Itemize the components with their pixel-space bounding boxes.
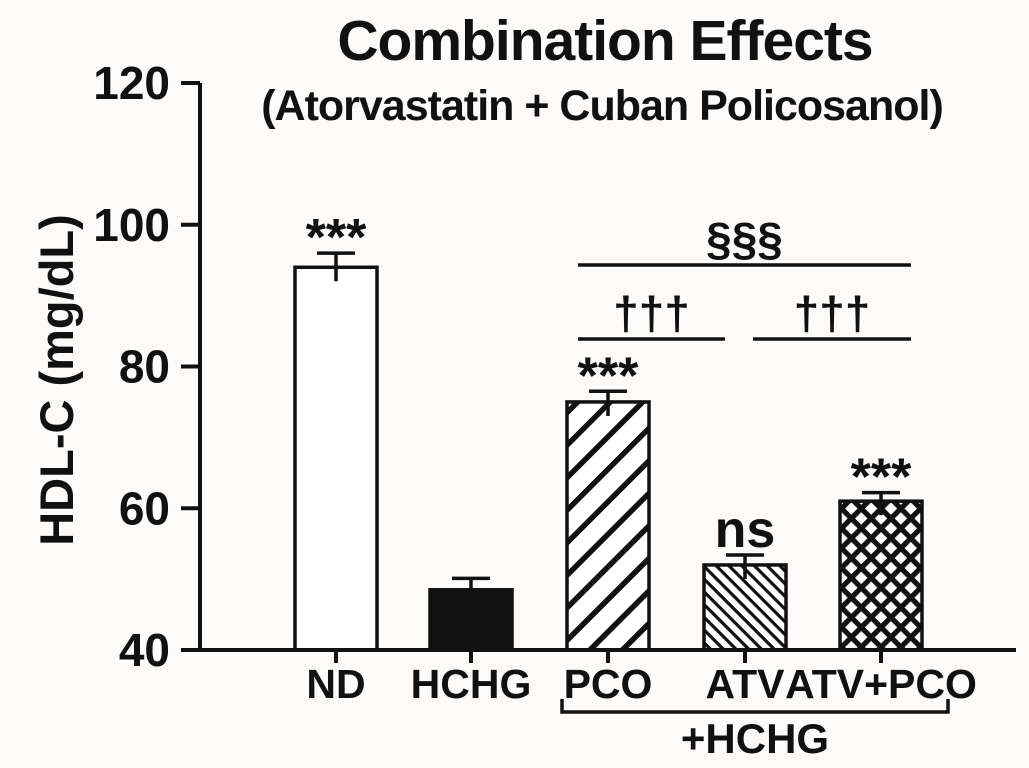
y-tick-label: 40 — [119, 624, 170, 676]
y-tick-label: 60 — [119, 482, 170, 534]
y-tick-label: 80 — [119, 341, 170, 393]
significance-label-ATV: ns — [715, 501, 776, 559]
group-bracket-label: +HCHG — [681, 715, 829, 762]
x-label-ATV: ATV — [706, 661, 786, 707]
group-bracket — [560, 699, 950, 714]
significance-label-ND: *** — [306, 209, 367, 267]
comparison-label: ††† — [794, 287, 871, 339]
bar-PCO — [565, 400, 651, 652]
comparison-label: §§§ — [706, 213, 783, 265]
x-label-PCO: PCO — [564, 661, 653, 707]
bar-ATV+PCO — [838, 499, 924, 652]
y-tick-label: 120 — [93, 57, 170, 109]
plot-group: *** *** ns *** 40 60 80 100 120 ND HCHG PCO ATV ATV+P… — [93, 57, 1016, 762]
comparison-label: ††† — [613, 287, 690, 339]
x-label-ND: ND — [306, 661, 365, 707]
significance-label-PCO: *** — [578, 347, 639, 405]
significance-label-ATV+PCO: *** — [851, 449, 912, 507]
bar-ND — [293, 265, 379, 652]
chart-title: Combination Effects — [337, 9, 873, 73]
y-tick-label: 100 — [93, 199, 170, 251]
x-label-HCHG: HCHG — [411, 661, 532, 707]
x-label-ATV+PCO: ATV+PCO — [785, 661, 977, 707]
chart-subtitle: (Atorvastatin + Cuban Policosanol) — [261, 82, 944, 130]
